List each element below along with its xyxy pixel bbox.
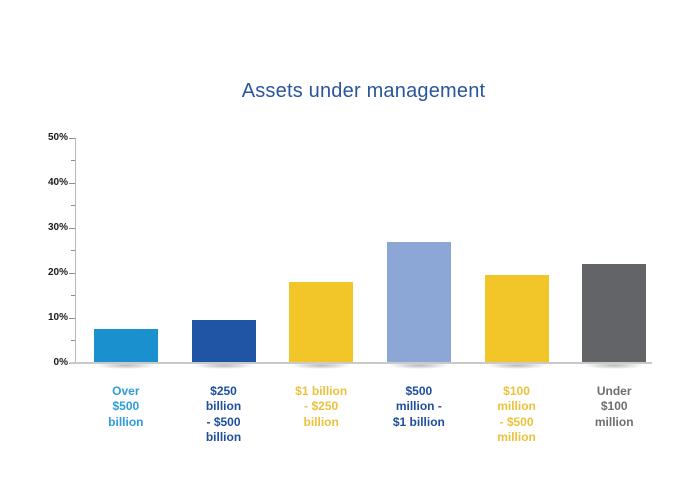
bar-column	[175, 138, 273, 369]
bar-column	[468, 138, 566, 369]
bar-column	[272, 138, 370, 369]
y-tick	[71, 205, 75, 206]
y-tick	[71, 295, 75, 296]
bar	[93, 329, 158, 369]
y-tick-label: 40%	[47, 177, 68, 188]
bar	[484, 275, 549, 369]
bar-column	[565, 138, 663, 369]
category-label: $250 billion - $500 billion	[205, 384, 242, 445]
y-tick	[69, 137, 75, 139]
plot-area: 0% 10% 20% 30% 40% 50%	[0, 132, 698, 369]
bar	[582, 264, 647, 369]
bar-column	[370, 138, 468, 369]
bar	[191, 320, 256, 369]
category-label: Under $100 million	[594, 384, 634, 429]
y-tick	[71, 340, 75, 341]
y-tick-label: 10%	[47, 312, 68, 323]
y-tick	[69, 182, 75, 184]
category-label: $100 million - $500 million	[497, 384, 536, 445]
y-tick	[69, 317, 75, 319]
category-label: Over $500 billion	[108, 384, 144, 429]
y-tick-label: 50%	[47, 132, 68, 143]
y-tick-label: 30%	[47, 222, 68, 233]
bar	[386, 241, 451, 369]
x-axis-line	[70, 362, 652, 364]
y-tick	[69, 227, 75, 229]
bar	[289, 282, 354, 369]
bar-column	[77, 138, 175, 369]
y-tick	[71, 250, 75, 251]
y-tick	[71, 160, 75, 161]
y-tick-label: 0%	[53, 357, 68, 368]
x-axis-labels: Over $500 billion $250 billion - $500 bil…	[77, 384, 663, 445]
category-label: $500 million - $1 billion	[392, 384, 445, 429]
chart-title: Assets under management	[241, 80, 486, 102]
y-tick-label: 20%	[47, 267, 68, 278]
y-tick	[69, 272, 75, 274]
bars-container	[77, 138, 663, 369]
y-axis-line	[75, 138, 76, 364]
category-label: $1 billion - $250 billion	[295, 384, 348, 429]
